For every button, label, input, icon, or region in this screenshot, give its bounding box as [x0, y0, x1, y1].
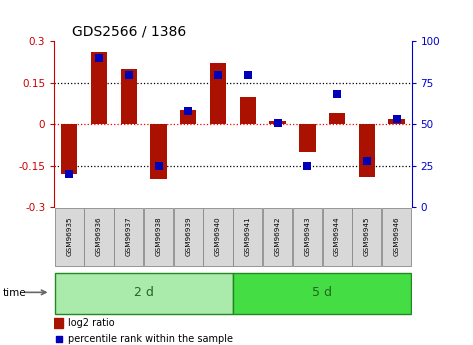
FancyBboxPatch shape [382, 208, 411, 266]
Text: GSM96945: GSM96945 [364, 216, 370, 256]
Point [184, 108, 192, 114]
Bar [150, 124, 167, 179]
FancyBboxPatch shape [144, 208, 173, 266]
FancyBboxPatch shape [233, 208, 263, 266]
FancyBboxPatch shape [114, 208, 143, 266]
Text: GSM96936: GSM96936 [96, 216, 102, 256]
Bar [299, 124, 315, 152]
FancyBboxPatch shape [55, 208, 84, 266]
FancyBboxPatch shape [203, 208, 233, 266]
Bar [180, 110, 196, 124]
Text: GDS2566 / 1386: GDS2566 / 1386 [72, 25, 186, 39]
Bar [210, 63, 226, 124]
Point [155, 163, 162, 168]
Bar [240, 97, 256, 124]
Text: GSM96944: GSM96944 [334, 216, 340, 256]
Bar [91, 52, 107, 124]
Bar [388, 119, 405, 124]
Text: 2 d: 2 d [134, 286, 154, 299]
FancyBboxPatch shape [85, 208, 114, 266]
Point [125, 72, 132, 77]
Point [95, 55, 103, 61]
Point [274, 120, 281, 125]
Point [65, 171, 73, 177]
Text: percentile rank within the sample: percentile rank within the sample [68, 334, 233, 344]
FancyBboxPatch shape [233, 273, 411, 314]
Point [363, 158, 371, 164]
Point [333, 92, 341, 97]
Text: log2 ratio: log2 ratio [68, 318, 115, 328]
FancyBboxPatch shape [293, 208, 322, 266]
Point [244, 72, 252, 77]
Bar [61, 124, 78, 174]
Point [214, 72, 222, 77]
Text: GSM96940: GSM96940 [215, 216, 221, 256]
FancyBboxPatch shape [55, 273, 233, 314]
Text: GSM96939: GSM96939 [185, 216, 191, 256]
Text: GSM96937: GSM96937 [126, 216, 132, 256]
Bar [54, 318, 63, 328]
Bar [359, 124, 375, 177]
Bar [270, 121, 286, 124]
Bar [121, 69, 137, 124]
Text: GSM96942: GSM96942 [275, 216, 280, 256]
FancyBboxPatch shape [174, 208, 203, 266]
FancyBboxPatch shape [352, 208, 381, 266]
Point [55, 336, 62, 341]
Point [304, 163, 311, 168]
FancyBboxPatch shape [323, 208, 352, 266]
Text: GSM96946: GSM96946 [394, 216, 400, 256]
Bar [329, 113, 345, 124]
Text: GSM96941: GSM96941 [245, 216, 251, 256]
Text: GSM96943: GSM96943 [304, 216, 310, 256]
Text: 5 d: 5 d [312, 286, 332, 299]
Text: GSM96935: GSM96935 [66, 216, 72, 256]
Text: time: time [2, 288, 26, 298]
Text: GSM96938: GSM96938 [156, 216, 162, 256]
Point [393, 117, 401, 122]
FancyBboxPatch shape [263, 208, 292, 266]
